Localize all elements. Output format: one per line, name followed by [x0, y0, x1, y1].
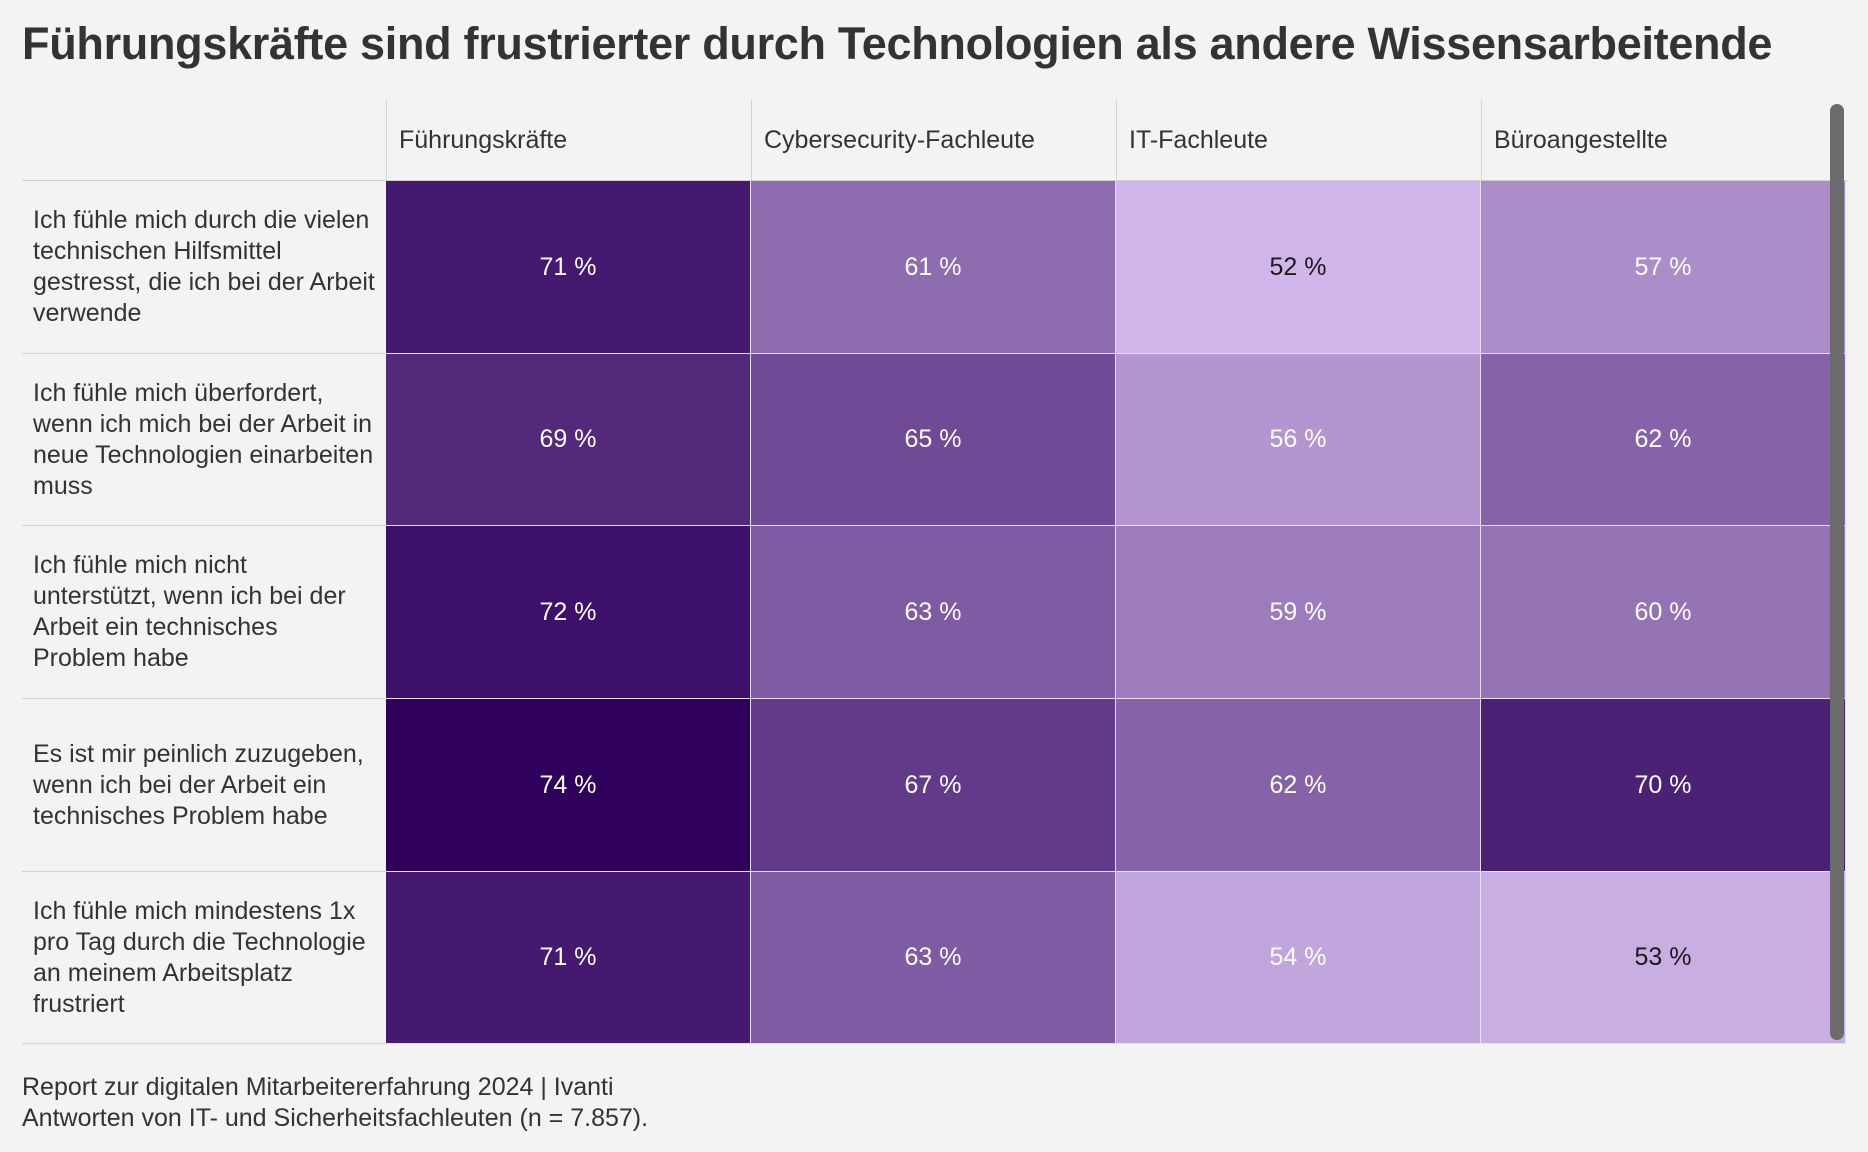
heatmap-cell: 70 % [1481, 699, 1846, 872]
column-header: Cybersecurity-Fachleute [751, 100, 1116, 180]
heatmap-cell: 57 % [1481, 181, 1846, 354]
heatmap-cell: 59 % [1116, 526, 1481, 699]
row-label: Es ist mir peinlich zuzugeben, wenn ich … [22, 699, 386, 872]
source-note: Report zur digitalen Mitarbeitererfahrun… [22, 1073, 614, 1101]
table-row: Ich fühle mich mindestens 1x pro Tag dur… [22, 872, 1848, 1044]
heatmap-cell: 60 % [1481, 526, 1846, 699]
footer: Report zur digitalen Mitarbeitererfahrun… [22, 1072, 648, 1134]
row-label: Ich fühle mich durch die vielen technisc… [22, 181, 386, 354]
header-divider [22, 180, 1848, 181]
heatmap-cell: 74 % [386, 699, 751, 872]
heatmap-table: Führungskräfte Cybersecurity-Fachleute IT-… [22, 100, 1848, 1044]
chart-title: Führungskräfte sind frustrierter durch T… [22, 18, 1773, 69]
table-row: Ich fühle mich nicht unterstützt, wenn i… [22, 526, 1848, 699]
column-header: IT-Fachleute [1116, 100, 1481, 180]
table-row: Ich fühle mich überfordert, wenn ich mic… [22, 354, 1848, 526]
row-label: Ich fühle mich überfordert, wenn ich mic… [22, 354, 386, 526]
heatmap-cell: 62 % [1481, 354, 1846, 526]
heatmap-cell: 62 % [1116, 699, 1481, 872]
header-row: Führungskräfte Cybersecurity-Fachleute IT-… [22, 100, 1848, 180]
table-row: Ich fühle mich durch die vielen technisc… [22, 181, 1848, 354]
heatmap-cell: 69 % [386, 354, 751, 526]
heatmap-cell: 71 % [386, 181, 751, 354]
heatmap-cell: 61 % [751, 181, 1116, 354]
heatmap-cell: 71 % [386, 872, 751, 1044]
heatmap-cell: 65 % [751, 354, 1116, 526]
heatmap-cell: 56 % [1116, 354, 1481, 526]
column-header: Büroangestellte [1481, 100, 1846, 180]
heatmap-cell: 72 % [386, 526, 751, 699]
heatmap-cell: 52 % [1116, 181, 1481, 354]
heatmap-cell: 54 % [1116, 872, 1481, 1044]
row-label: Ich fühle mich mindestens 1x pro Tag dur… [22, 872, 386, 1044]
table-row: Es ist mir peinlich zuzugeben, wenn ich … [22, 699, 1848, 872]
heatmap-cell: 53 % [1481, 872, 1846, 1044]
heatmap-cell: 67 % [751, 699, 1116, 872]
heatmap-cell: 63 % [751, 872, 1116, 1044]
vertical-scrollbar[interactable] [1830, 104, 1844, 1040]
row-label: Ich fühle mich nicht unterstützt, wenn i… [22, 526, 386, 699]
column-header: Führungskräfte [386, 100, 751, 180]
sample-note: Antworten von IT- und Sicherheitsfachleu… [22, 1104, 649, 1132]
heatmap-cell: 63 % [751, 526, 1116, 699]
scrollbar-thumb[interactable] [1830, 104, 1844, 1040]
